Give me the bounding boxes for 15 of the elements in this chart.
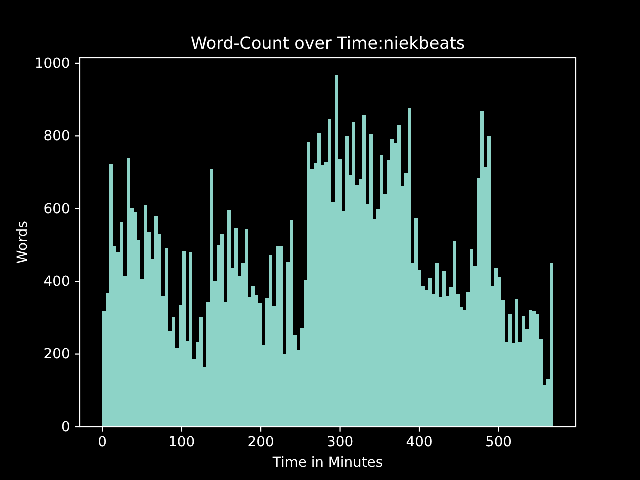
- x-tick-label: 500: [485, 434, 512, 451]
- y-tick-label: 800: [44, 128, 70, 145]
- x-axis-title: Time in Minutes: [272, 455, 384, 471]
- x-tick-label: 0: [98, 434, 108, 451]
- y-tick-label: 0: [61, 419, 70, 436]
- x-tick-label: 300: [327, 434, 354, 451]
- y-axis-title: Words: [15, 221, 31, 264]
- y-tick-label: 200: [44, 346, 70, 363]
- x-tick-label: 200: [248, 434, 274, 451]
- x-tick-label: 100: [168, 434, 196, 451]
- x-tick-label: 400: [406, 434, 433, 451]
- y-tick-label: 1000: [34, 56, 70, 72]
- chart-title: Word-Count over Time:niekbeats: [190, 33, 466, 53]
- y-tick-label: 400: [44, 274, 70, 290]
- y-tick-label: 600: [44, 201, 70, 218]
